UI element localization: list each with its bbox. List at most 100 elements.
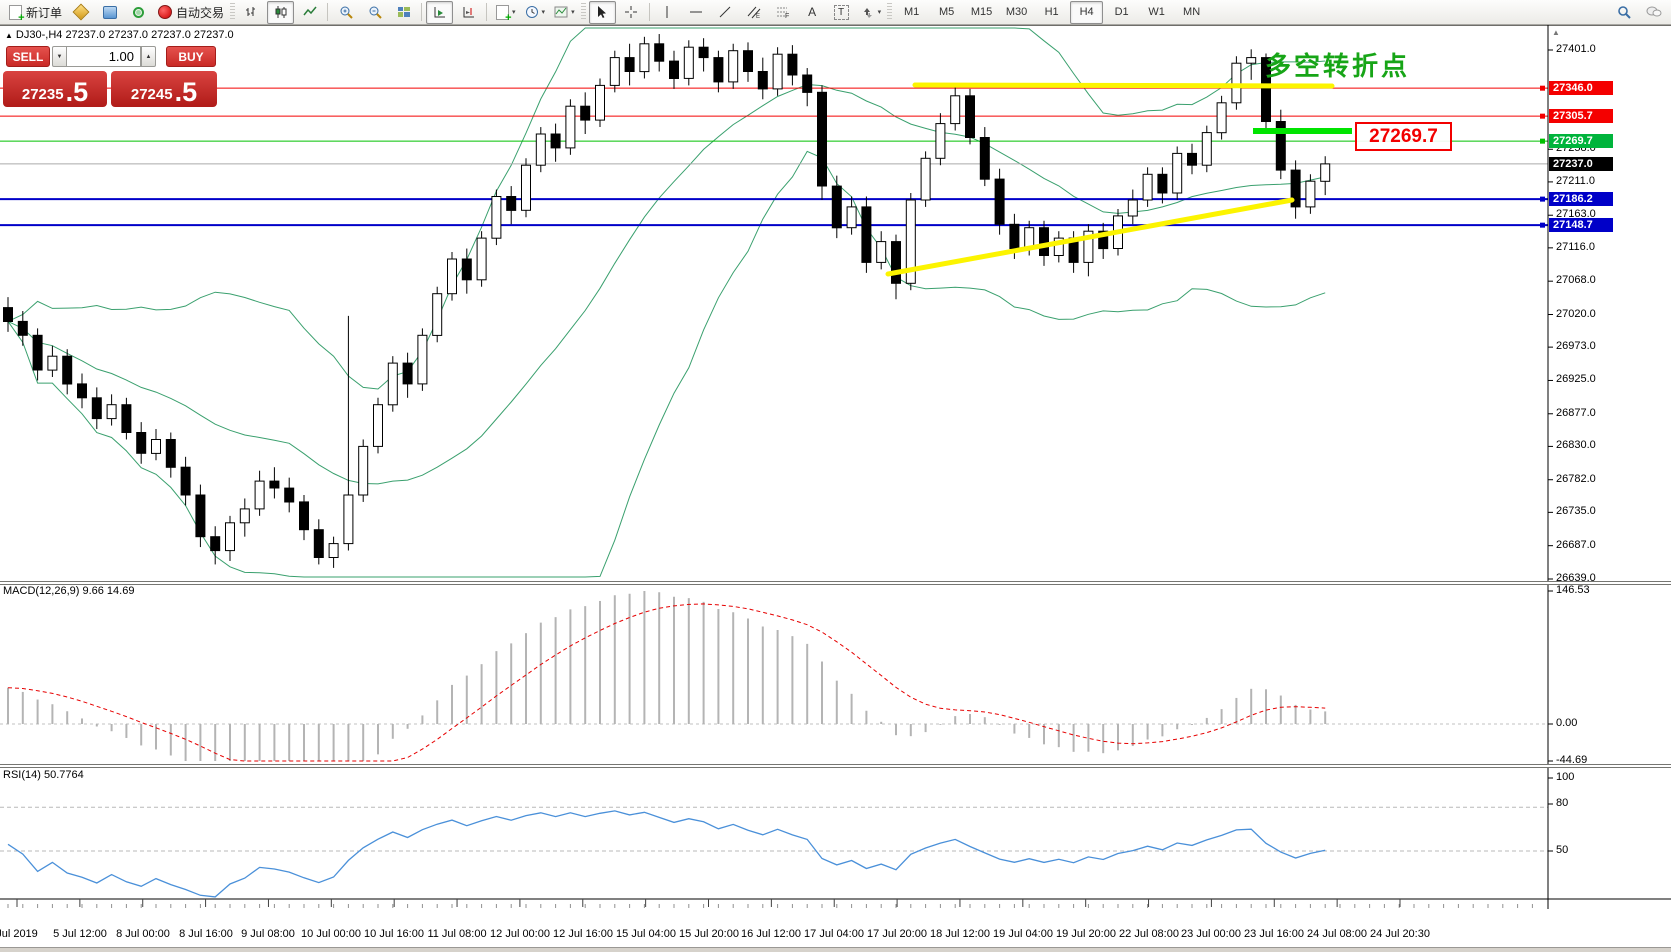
new-order-icon: + — [7, 4, 25, 23]
search-icon — [1617, 4, 1633, 20]
upper-yellow-trendline — [912, 82, 1335, 89]
chart-shift-icon — [461, 4, 477, 20]
timeframe-bar: M1 M5 M15 M30 H1 H4 D1 W1 MN — [894, 0, 1209, 24]
market-watch-button[interactable] — [67, 1, 94, 24]
rsi-indicator-label: RSI(14) 50.7764 — [3, 769, 84, 781]
profile-icon — [102, 4, 118, 20]
zoom-out-button[interactable] — [361, 1, 388, 24]
auto-trading-label: 自动交易 — [176, 5, 225, 20]
trendline-button[interactable] — [712, 1, 739, 24]
candlestick-chart-button[interactable] — [267, 0, 295, 24]
auto-scroll-button[interactable] — [426, 0, 454, 24]
timeframe-H4[interactable]: H4 — [1070, 0, 1104, 24]
horizontal-line-icon — [688, 4, 704, 20]
search-button[interactable] — [1611, 1, 1638, 24]
buy-price-main: 27245 — [130, 86, 173, 103]
crosshair-button[interactable] — [618, 1, 645, 24]
symbol-ohlc-text: DJ30-,H4 27237.0 27237.0 27237.0 27237.0 — [15, 29, 234, 41]
chart-window: 27401.0 27258.0 27211.0 27163.0 27116.0 27068… — [0, 25, 1671, 952]
sell-price-main: 27235 — [21, 86, 64, 103]
zoom-in-button[interactable] — [332, 1, 359, 24]
arrows-button[interactable]: ▾ — [857, 1, 885, 24]
add-indicator-icon: + — [494, 4, 512, 23]
macd-pane-separator[interactable] — [0, 581, 1671, 585]
profile-button[interactable] — [96, 1, 123, 24]
chat-icon — [1646, 4, 1662, 20]
toolbar-grip — [230, 3, 236, 21]
bar-chart-button[interactable] — [238, 1, 265, 24]
chevron-down-icon: ▾ — [512, 9, 516, 16]
tile-windows-button[interactable] — [390, 1, 417, 24]
buy-price-frac: .5 — [174, 77, 198, 107]
clock-icon — [524, 4, 540, 20]
auto-trading-icon — [157, 4, 173, 20]
line-chart-button[interactable] — [296, 1, 323, 24]
indicators-button[interactable]: + ▾ — [491, 1, 519, 24]
text-label-icon: T — [833, 4, 849, 20]
timeframe-H1[interactable]: H1 — [1044, 6, 1059, 18]
buy-button[interactable]: BUY — [166, 46, 216, 67]
chevron-down-icon: ▾ — [541, 9, 546, 16]
bar-chart-icon — [244, 4, 260, 20]
auto-trading-button[interactable]: 自动交易 — [154, 1, 227, 24]
lower-yellow-trendline — [885, 197, 1295, 277]
community-chat-button[interactable] — [1640, 1, 1667, 24]
svg-text:F: F — [785, 13, 789, 19]
vertical-line-icon — [659, 4, 675, 20]
periods-button[interactable]: ▾ — [521, 1, 549, 24]
equidistant-channel-button[interactable]: E — [741, 1, 768, 24]
buy-price-button[interactable]: 27245 .5 — [111, 71, 217, 107]
chevron-down-icon: ▾ — [877, 9, 882, 16]
timeframe-M30[interactable]: M30 — [1005, 6, 1028, 18]
zoom-in-icon — [338, 4, 354, 20]
sell-price-frac: .5 — [65, 77, 89, 107]
templates-button[interactable]: ▾ — [550, 1, 578, 24]
fibonacci-icon: F — [775, 4, 791, 20]
axis-scroll-icon[interactable]: ▲ — [1552, 28, 1560, 37]
text-icon: A — [808, 5, 817, 19]
timeframe-MN[interactable]: MN — [1183, 6, 1201, 18]
turning-point-annotation[interactable]: 多空转折点 — [1265, 51, 1411, 81]
channel-icon: E — [746, 4, 762, 20]
line-chart-icon — [302, 4, 318, 20]
new-order-button[interactable]: + 新订单 — [4, 1, 65, 24]
cursor-button[interactable] — [588, 0, 616, 24]
vertical-line-button[interactable] — [654, 1, 681, 24]
timeframe-D1[interactable]: D1 — [1114, 6, 1129, 18]
fibonacci-button[interactable]: F — [770, 1, 797, 24]
signal-icon — [131, 4, 147, 20]
horizontal-line-button[interactable] — [683, 1, 710, 24]
timeframe-W1[interactable]: W1 — [1148, 6, 1165, 18]
volume-decrease-button[interactable]: ▼ — [52, 46, 67, 67]
toolbar-grip — [580, 3, 586, 21]
text-label-button[interactable]: T — [828, 1, 855, 24]
trendline-icon — [717, 4, 733, 20]
volume-input[interactable] — [66, 46, 141, 67]
svg-text:E: E — [756, 14, 760, 19]
sell-button[interactable]: SELL — [6, 46, 50, 67]
price-callout-box[interactable]: 27269.7 — [1355, 122, 1452, 151]
toolbar: + 新订单 自动交易 + ▾ ▾ — [0, 0, 1671, 25]
timeframe-M5[interactable]: M5 — [938, 6, 955, 18]
new-order-label: 新订单 — [26, 5, 63, 20]
gold-icon — [72, 3, 90, 21]
sell-price-button[interactable]: 27235 .5 — [3, 71, 107, 107]
tile-windows-icon — [396, 4, 412, 20]
chart-symbol-header: ▲ DJ30-,H4 27237.0 27237.0 27237.0 27237.… — [5, 29, 234, 41]
collapse-arrow-icon: ▲ — [5, 31, 13, 40]
timeframe-M15[interactable]: M15 — [970, 6, 993, 18]
chart-shift-button[interactable] — [455, 1, 482, 24]
auto-scroll-icon — [432, 4, 448, 20]
crosshair-icon — [623, 4, 639, 20]
arrows-icon — [860, 4, 876, 20]
toolbar-grip — [887, 3, 893, 21]
signals-button[interactable] — [125, 1, 152, 24]
cursor-icon — [594, 4, 610, 20]
timeframe-M1[interactable]: M1 — [903, 6, 920, 18]
text-button[interactable]: A — [799, 1, 826, 24]
volume-increase-button[interactable]: ▲ — [141, 46, 156, 67]
candlestick-icon — [273, 4, 289, 20]
rsi-pane-separator[interactable] — [0, 764, 1671, 768]
